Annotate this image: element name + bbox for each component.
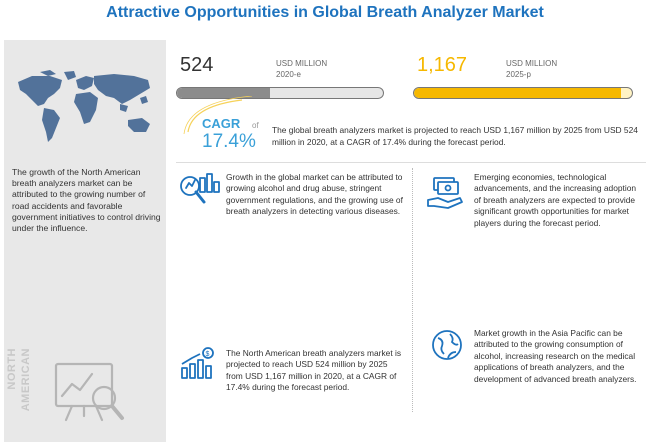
world-map-icon (18, 70, 150, 142)
north-america-growth-text: The growth of the North American breath … (12, 167, 161, 234)
market-year-2025: 2025-p (506, 70, 531, 79)
growth-chart-icon (180, 173, 220, 204)
decorative-arc (183, 96, 253, 135)
market-bar-2020 (176, 87, 384, 99)
page-title: Attractive Opportunities in Global Breat… (106, 4, 544, 21)
cagr-label: CAGR (202, 116, 241, 131)
asia-pacific-growth-text: Market growth in the Asia Pacific can be… (474, 328, 637, 384)
market-unit-2020: USD MILLION (276, 59, 328, 68)
emerging-opportunities-text: Emerging economies, technological advanc… (474, 172, 637, 228)
vertical-divider (412, 168, 413, 412)
analysis-magnifier-icon (54, 362, 124, 422)
region-label-line2: AMERICAN (20, 348, 32, 412)
market-value-2025: 1,167 (417, 54, 468, 76)
dollar-chart-icon: $ (181, 347, 214, 379)
region-label-line1: NORTH (6, 348, 18, 390)
market-unit-2025: USD MILLION (506, 59, 558, 68)
growth-drivers-text: Growth in the global market can be attri… (226, 172, 403, 217)
market-bar-2020-fill (177, 88, 270, 98)
globe-icon (432, 330, 462, 360)
north-america-projection-text: The North American breath analyzers mark… (226, 348, 402, 393)
region-label: NORTH AMERICAN (6, 348, 46, 442)
market-bar-2025 (413, 87, 633, 99)
svg-text:$: $ (206, 351, 210, 358)
left-panel: The growth of the North American breath … (4, 40, 166, 442)
divider (176, 162, 646, 163)
market-bar-2025-fill (414, 88, 622, 98)
market-summary-text: The global breath analyzers market is pr… (272, 125, 638, 147)
market-year-2020: 2020-e (276, 70, 301, 79)
market-value-2020: 524 (180, 54, 214, 76)
cagr-value: 17.4% (202, 131, 256, 152)
money-hand-icon (427, 177, 463, 209)
cagr-of-label: of (252, 121, 259, 130)
